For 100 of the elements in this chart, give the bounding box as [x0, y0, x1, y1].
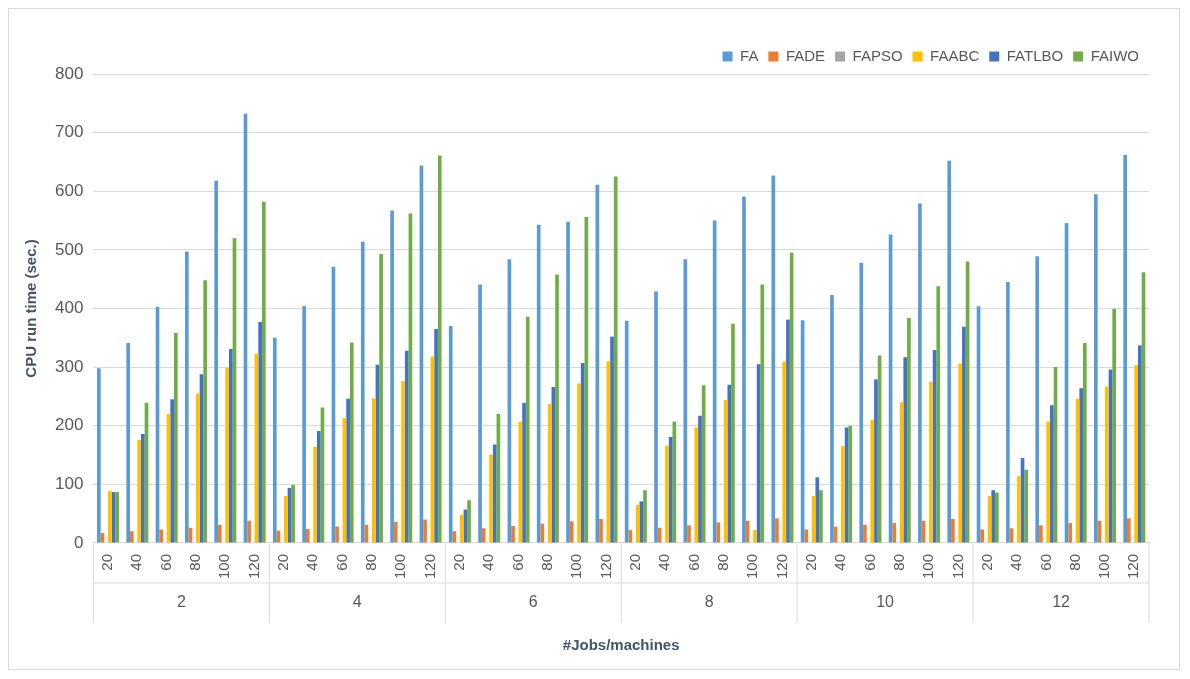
x-tick-label: 120 [244, 553, 262, 579]
bar [830, 295, 834, 543]
y-tick-label: 600 [54, 180, 84, 200]
bar [698, 415, 702, 543]
bar [874, 379, 878, 543]
bar [863, 524, 867, 543]
bar [511, 525, 515, 543]
bar [214, 180, 218, 543]
bar [870, 419, 875, 543]
bar [478, 284, 482, 543]
bar [1134, 365, 1138, 543]
x-tick-label: 100 [391, 553, 409, 579]
bar [995, 492, 999, 543]
bar [228, 348, 233, 543]
bar [657, 527, 662, 543]
bar [665, 445, 669, 543]
bar [654, 291, 658, 543]
bar [782, 361, 787, 543]
bar [302, 306, 306, 543]
bar [492, 444, 497, 543]
bar [379, 253, 383, 543]
bar [848, 425, 853, 543]
bar [272, 337, 277, 543]
bar [371, 398, 376, 543]
bar [742, 196, 746, 543]
legend-label: FAPSO [852, 46, 903, 64]
bar [859, 262, 864, 543]
bar [786, 319, 790, 543]
x-tick-label: 60 [156, 553, 174, 571]
bar [771, 175, 776, 543]
bar [599, 518, 603, 543]
x-tick-label: 80 [362, 553, 380, 571]
bar [936, 286, 941, 543]
legend-label: FA [740, 46, 759, 64]
x-tick-label: 40 [655, 553, 673, 571]
bar [1094, 194, 1098, 543]
x-tick-label: 100 [919, 553, 937, 579]
bar [258, 321, 262, 543]
x-tick-label: 60 [508, 553, 526, 571]
x-tick-label: 20 [450, 553, 468, 571]
bar [159, 529, 164, 543]
x-tick-label: 40 [303, 553, 321, 571]
x-tick-label: 60 [684, 553, 702, 571]
legend-label: FAIWO [1090, 46, 1140, 64]
bar [434, 329, 438, 543]
bar [672, 421, 677, 543]
x-tick-label: 40 [831, 553, 849, 571]
bar [624, 320, 629, 543]
x-tick-label: 60 [860, 553, 878, 571]
y-tick-label: 0 [73, 532, 84, 552]
y-tick-label: 700 [54, 122, 84, 142]
bar [170, 399, 174, 543]
bar [980, 529, 985, 543]
bar [489, 454, 493, 543]
x-tick-label: 60 [1036, 553, 1054, 571]
x-tick-label: 80 [889, 553, 907, 571]
bar [643, 490, 647, 543]
bar [1046, 421, 1051, 543]
bar [335, 526, 339, 543]
bar [1035, 256, 1040, 543]
bar [97, 368, 101, 543]
text: 10 [876, 593, 895, 611]
bar [918, 203, 922, 543]
bar [569, 521, 574, 543]
bar [991, 490, 996, 543]
x-tick-label: 40 [127, 553, 145, 571]
text: 2 [176, 593, 186, 611]
bar [610, 336, 614, 543]
bar [467, 500, 471, 543]
x-tick-label: 120 [420, 553, 438, 579]
bar [907, 317, 911, 543]
y-tick-label: 500 [54, 239, 84, 259]
legend-label: FADE [785, 46, 826, 64]
bar [313, 446, 317, 543]
bar [401, 381, 405, 543]
bar [423, 519, 427, 543]
bar [892, 523, 897, 543]
bar [108, 490, 112, 543]
bar [1083, 343, 1087, 543]
bar [291, 484, 295, 543]
x-tick-label: 80 [538, 553, 556, 571]
x-tick-label: 20 [801, 553, 819, 571]
y-tick-label: 800 [54, 63, 84, 83]
bar [687, 525, 691, 543]
bar [525, 316, 530, 543]
x-tick-label: 80 [713, 553, 731, 571]
x-tick-label: 20 [625, 553, 643, 571]
x-tick-label: 120 [596, 553, 614, 579]
bar [1006, 282, 1010, 543]
bar [522, 402, 526, 543]
bar [448, 326, 453, 543]
bar [247, 520, 251, 543]
bar [819, 490, 823, 543]
bar [903, 357, 908, 543]
bar [1079, 388, 1084, 543]
y-tick-label: 400 [54, 298, 84, 318]
bar [459, 514, 464, 543]
bar [547, 404, 552, 543]
bar [393, 521, 398, 543]
x-tick-label: 40 [479, 553, 497, 571]
